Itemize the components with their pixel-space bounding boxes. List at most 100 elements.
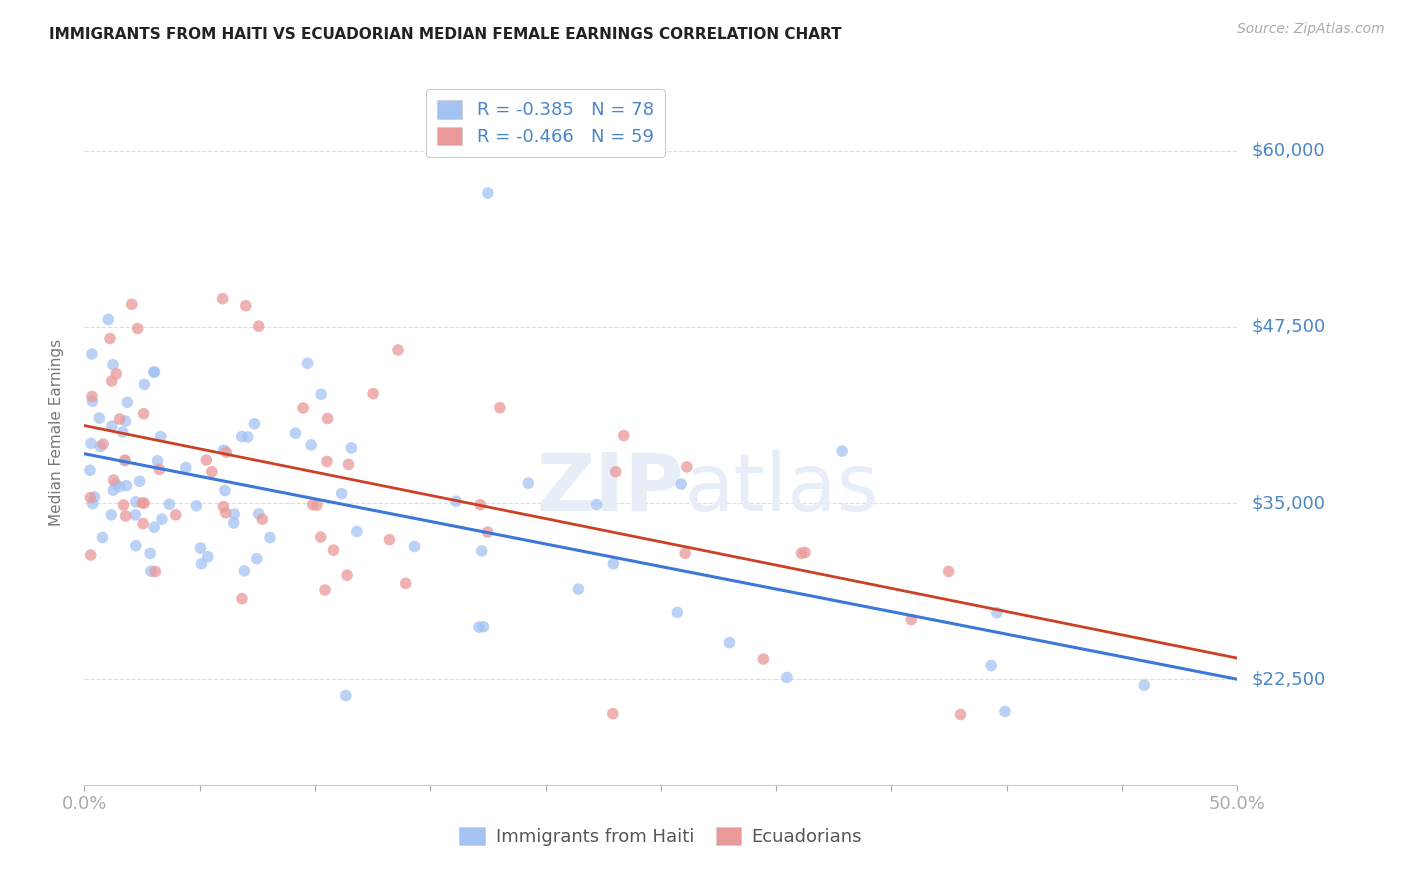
Point xyxy=(121,297,143,311)
Point xyxy=(114,453,136,467)
Point xyxy=(243,417,266,431)
Legend: Immigrants from Haiti, Ecuadorians: Immigrants from Haiti, Ecuadorians xyxy=(453,820,869,854)
Point xyxy=(100,508,122,522)
Point xyxy=(831,444,853,458)
Point xyxy=(470,498,492,512)
Text: $60,000: $60,000 xyxy=(1251,142,1324,160)
Point xyxy=(361,386,384,401)
Point xyxy=(585,498,607,512)
Point xyxy=(477,525,499,540)
Point xyxy=(131,496,153,510)
Point xyxy=(89,411,111,425)
Point xyxy=(472,620,495,634)
Point xyxy=(142,365,165,379)
Point xyxy=(80,347,103,361)
Point xyxy=(938,565,960,579)
Point xyxy=(340,441,363,455)
Point xyxy=(1133,678,1156,692)
Point xyxy=(108,412,131,426)
Point xyxy=(134,496,156,510)
Point xyxy=(128,475,150,489)
Point xyxy=(212,500,235,514)
Point xyxy=(212,443,235,458)
Point xyxy=(297,356,319,370)
Point xyxy=(613,428,636,442)
Point xyxy=(292,401,315,415)
Point xyxy=(444,494,467,508)
Point xyxy=(215,445,238,459)
Point xyxy=(395,576,418,591)
Point xyxy=(80,389,103,403)
Point xyxy=(211,292,233,306)
Point xyxy=(602,557,624,571)
Point xyxy=(404,540,426,554)
Point xyxy=(101,358,124,372)
Point xyxy=(150,512,173,526)
Point xyxy=(567,582,589,596)
Y-axis label: Median Female Earnings: Median Female Earnings xyxy=(49,339,63,526)
Point xyxy=(252,512,274,526)
Point xyxy=(666,606,689,620)
Point xyxy=(157,497,180,511)
Point xyxy=(305,498,328,512)
Point xyxy=(112,498,135,512)
Point xyxy=(127,321,149,335)
Point xyxy=(146,454,169,468)
Point xyxy=(309,530,332,544)
Point xyxy=(259,531,281,545)
Point xyxy=(718,635,741,649)
Point xyxy=(79,463,101,477)
Point xyxy=(776,670,799,684)
Point xyxy=(299,438,322,452)
Point xyxy=(316,411,339,425)
Point xyxy=(215,506,238,520)
Point xyxy=(949,707,972,722)
Text: $35,000: $35,000 xyxy=(1251,494,1326,512)
Point xyxy=(97,312,120,326)
Point xyxy=(794,545,817,559)
Point xyxy=(143,520,166,534)
Point xyxy=(316,454,339,468)
Point xyxy=(134,377,156,392)
Point xyxy=(336,568,359,582)
Point xyxy=(79,491,101,505)
Point xyxy=(132,407,155,421)
Point xyxy=(322,543,344,558)
Point xyxy=(114,508,136,523)
Point xyxy=(114,414,136,428)
Point xyxy=(752,652,775,666)
Point xyxy=(330,486,353,500)
Point xyxy=(387,343,409,357)
Point xyxy=(115,478,138,492)
Text: Source: ZipAtlas.com: Source: ZipAtlas.com xyxy=(1237,22,1385,37)
Point xyxy=(111,425,134,439)
Point xyxy=(335,689,357,703)
Point xyxy=(378,533,401,547)
Point xyxy=(105,477,128,491)
Point xyxy=(980,658,1002,673)
Point xyxy=(114,453,136,467)
Point xyxy=(231,429,253,443)
Point xyxy=(337,458,360,472)
Point xyxy=(489,401,512,415)
Point xyxy=(986,606,1008,620)
Point xyxy=(605,465,627,479)
Point xyxy=(197,549,219,564)
Point xyxy=(190,557,212,571)
Point xyxy=(309,387,332,401)
Text: $22,500: $22,500 xyxy=(1251,670,1326,689)
Point xyxy=(471,544,494,558)
Point xyxy=(148,462,170,476)
Point xyxy=(143,565,166,579)
Point xyxy=(103,483,125,497)
Text: atlas: atlas xyxy=(683,450,879,528)
Point xyxy=(149,429,172,443)
Point xyxy=(186,499,208,513)
Point xyxy=(82,497,104,511)
Point xyxy=(83,490,105,504)
Point xyxy=(139,546,162,560)
Point xyxy=(101,419,124,434)
Point xyxy=(91,531,114,545)
Point xyxy=(224,507,246,521)
Point xyxy=(190,541,212,555)
